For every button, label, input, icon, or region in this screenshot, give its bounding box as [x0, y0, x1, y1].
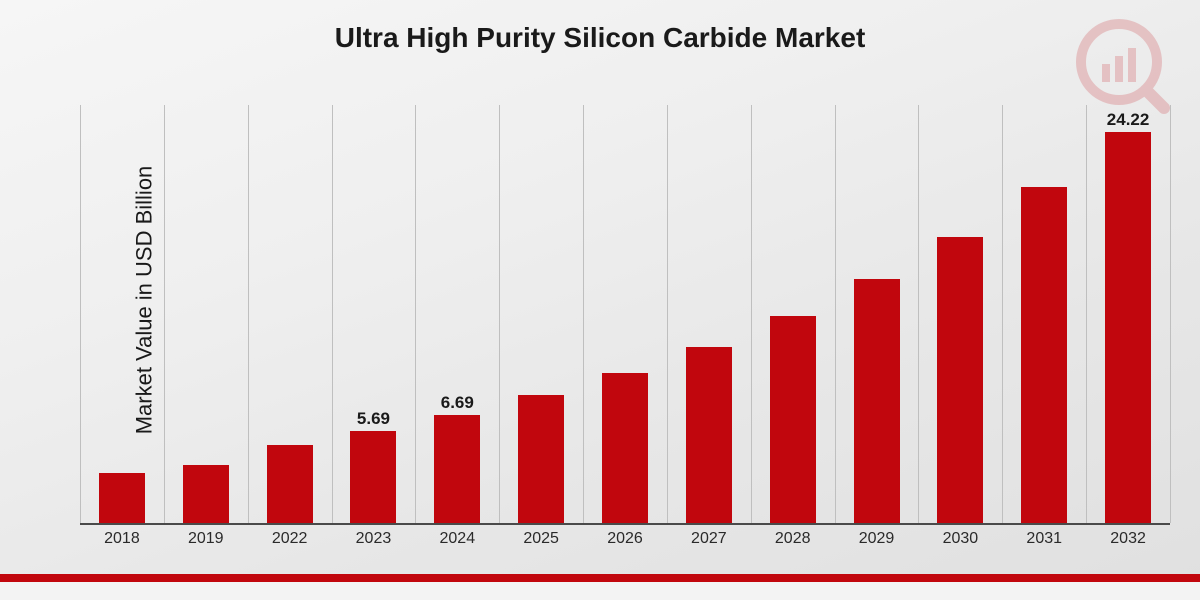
x-axis-labels: 2018 2019 2022 2023 2024 2025 2026 2027 2028 2029… [80, 530, 1170, 554]
bar [518, 395, 564, 523]
grid-line [164, 105, 165, 523]
plot-area: 5.69 6.69 24.22 [80, 105, 1170, 525]
bar-value-label: 6.69 [434, 393, 480, 413]
grid-line [835, 105, 836, 523]
footer-bg-stripe [0, 582, 1200, 600]
x-tick-label: 2027 [691, 530, 727, 548]
grid-line [751, 105, 752, 523]
bar [99, 473, 145, 523]
x-tick-label: 2031 [1026, 530, 1062, 548]
bar [602, 373, 648, 523]
grid-line [918, 105, 919, 523]
grid-line [1086, 105, 1087, 523]
x-tick-label: 2026 [607, 530, 643, 548]
chart-title: Ultra High Purity Silicon Carbide Market [0, 22, 1200, 54]
grid-line [499, 105, 500, 523]
x-tick-label: 2028 [775, 530, 811, 548]
x-tick-label: 2025 [523, 530, 559, 548]
bar [686, 347, 732, 523]
bar [183, 465, 229, 523]
grid-line [667, 105, 668, 523]
bar: 24.22 [1105, 132, 1151, 523]
bar-value-label: 24.22 [1105, 110, 1151, 130]
grid-line [80, 105, 81, 523]
bar: 5.69 [350, 431, 396, 523]
chart-page: Ultra High Purity Silicon Carbide Market… [0, 0, 1200, 600]
bar [770, 316, 816, 523]
x-tick-label: 2023 [356, 530, 392, 548]
x-tick-label: 2019 [188, 530, 224, 548]
x-tick-label: 2032 [1110, 530, 1146, 548]
x-tick-label: 2022 [272, 530, 308, 548]
bar-value-label: 5.69 [350, 409, 396, 429]
grid-line [332, 105, 333, 523]
grid-line [583, 105, 584, 523]
x-tick-label: 2029 [859, 530, 895, 548]
x-tick-label: 2024 [440, 530, 476, 548]
bar: 6.69 [434, 415, 480, 523]
bar [937, 237, 983, 523]
footer-accent-stripe [0, 574, 1200, 582]
grid-line [1002, 105, 1003, 523]
x-tick-label: 2030 [943, 530, 979, 548]
x-tick-label: 2018 [104, 530, 140, 548]
grid-line [415, 105, 416, 523]
bar [267, 445, 313, 523]
grid-line [1170, 105, 1171, 523]
bar [854, 279, 900, 523]
grid-line [248, 105, 249, 523]
bar [1021, 187, 1067, 523]
